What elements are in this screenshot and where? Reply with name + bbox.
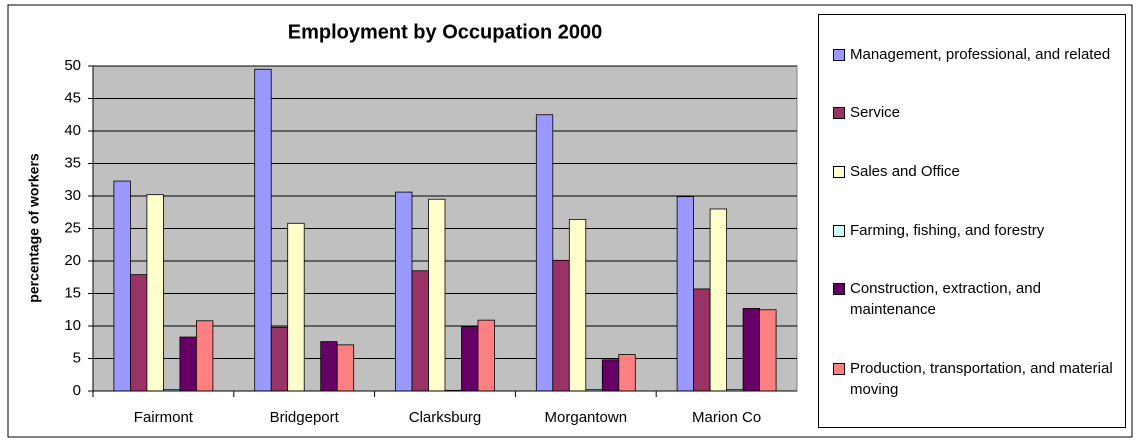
bar — [336, 344, 355, 392]
legend-item: Service — [833, 102, 1117, 123]
y-axis-label: percentage of workers — [26, 153, 42, 303]
x-tick-label: Clarksburg — [409, 409, 482, 426]
legend-item: Management, professional, and related — [833, 44, 1117, 65]
y-tick-label: 50 — [64, 57, 81, 74]
bar — [270, 326, 289, 392]
x-tick-label: Bridgeport — [270, 409, 340, 426]
y-tick-label: 30 — [64, 187, 81, 204]
legend-item: Farming, fishing, and forestry — [833, 220, 1117, 241]
bar — [552, 259, 570, 392]
bar — [601, 359, 620, 392]
x-tick-label: Morgantown — [545, 409, 628, 426]
bar — [287, 222, 305, 392]
bar — [113, 180, 131, 392]
bar — [320, 341, 338, 392]
bar — [535, 114, 554, 392]
legend-item: Production, transportation, and material… — [833, 358, 1117, 400]
bar — [742, 308, 760, 392]
bar — [477, 319, 495, 392]
bar — [195, 320, 214, 392]
x-tick-label: Fairmont — [134, 409, 194, 426]
y-tick-label: 40 — [64, 122, 81, 139]
y-tick-label: 35 — [64, 154, 81, 171]
legend-swatch — [833, 166, 845, 179]
bar — [759, 309, 777, 392]
bar — [618, 354, 636, 392]
y-tick-label: 45 — [64, 89, 81, 106]
legend-item: Sales and Office — [833, 161, 1117, 182]
bar — [709, 208, 727, 392]
legend: Management, professional, and related Ser… — [818, 14, 1126, 428]
y-tick-label: 5 — [73, 349, 81, 366]
legend-label: Management, professional, and related — [850, 45, 1111, 63]
legend-swatch — [833, 363, 845, 376]
bar — [693, 288, 711, 392]
bar — [254, 68, 272, 392]
legend-label: Production, transportation, and material… — [850, 360, 1113, 399]
bar — [129, 274, 148, 392]
legend-item: Construction, extraction, and maintenanc… — [833, 278, 1117, 320]
bar — [179, 336, 197, 392]
y-tick-label: 15 — [64, 284, 81, 301]
y-tick-label: 25 — [64, 219, 81, 236]
y-tick-label: 10 — [64, 317, 81, 334]
legend-swatch — [833, 224, 845, 237]
legend-label: Farming, fishing, and forestry — [850, 221, 1045, 239]
legend-swatch — [833, 107, 845, 120]
chart-title: Employment by Occupation 2000 — [288, 21, 603, 43]
bar — [146, 194, 164, 392]
bar — [461, 326, 479, 392]
bar — [428, 198, 446, 392]
y-tick-label: 0 — [73, 382, 81, 399]
x-tick-label: Marion Co — [692, 409, 761, 426]
bar — [676, 196, 694, 392]
bar — [395, 191, 413, 392]
legend-label: Service — [850, 104, 901, 122]
legend-label: Construction, extraction, and maintenanc… — [850, 280, 1041, 319]
chart-border — [7, 4, 1133, 438]
legend-swatch — [833, 48, 845, 61]
legend-swatch — [833, 283, 845, 296]
bar — [411, 270, 429, 392]
y-tick-label: 20 — [64, 252, 81, 269]
legend-label: Sales and Office — [850, 163, 960, 181]
bar — [568, 218, 587, 392]
